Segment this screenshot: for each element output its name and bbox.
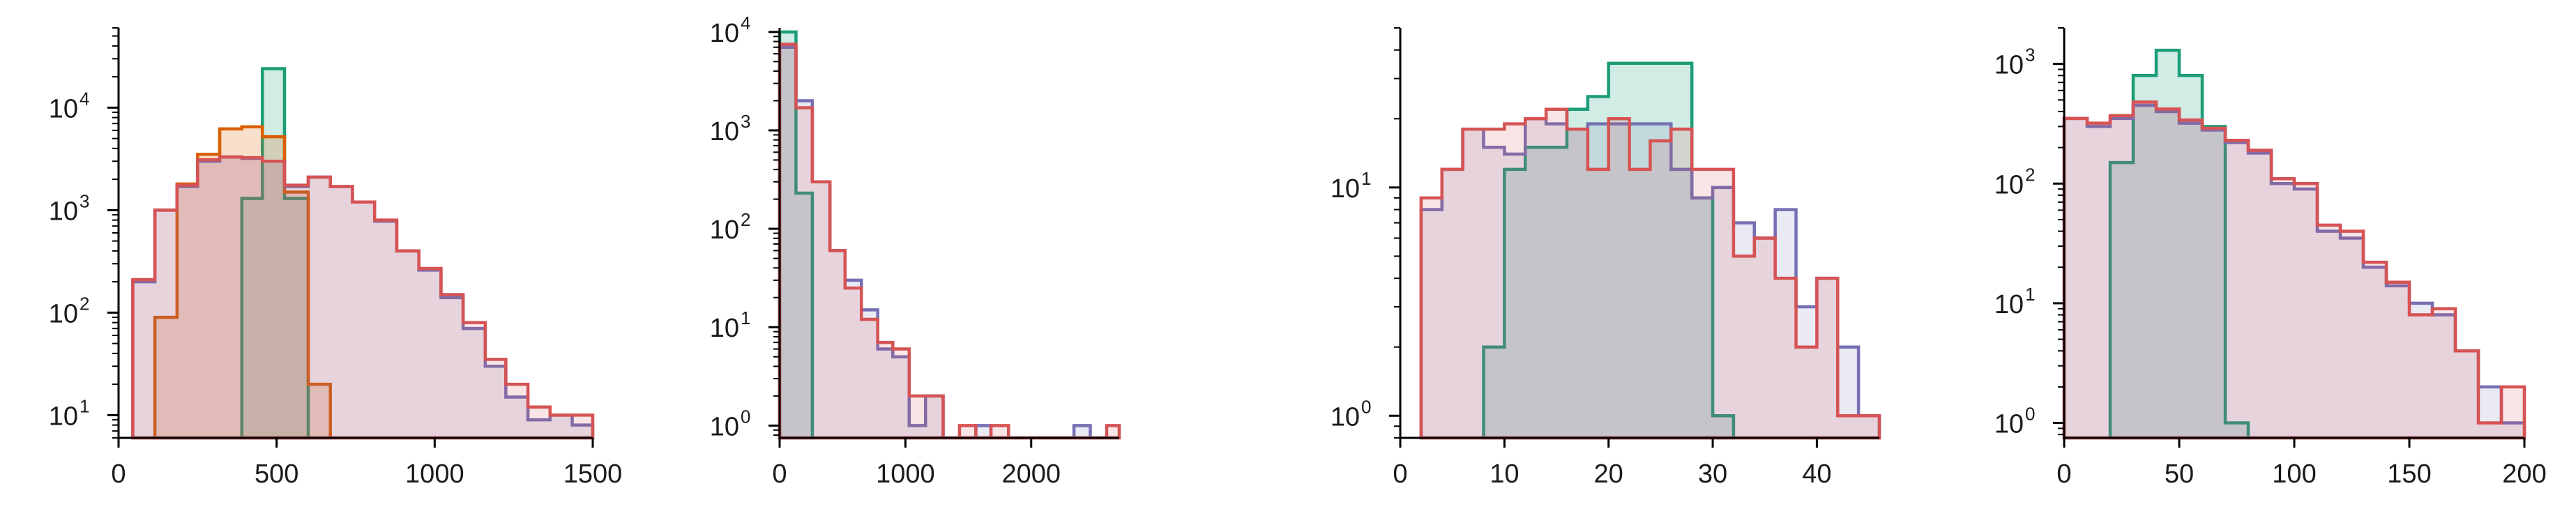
y-tick-exponent: 2: [79, 293, 89, 314]
x-tick-label: 40: [1802, 459, 1831, 489]
y-tick-exponent: 0: [1361, 396, 1371, 417]
y-tick-exponent: 2: [2025, 164, 2035, 185]
y-tick-exponent: 4: [741, 13, 750, 33]
y-tick-exponent: 1: [79, 395, 89, 416]
x-tick-label: 1500: [563, 459, 623, 489]
y-tick-exponent: 3: [741, 111, 750, 132]
series-red: [778, 43, 1121, 440]
y-tick-exponent: 1: [741, 307, 750, 328]
x-tick-label: 1000: [876, 459, 935, 489]
y-tick-label: 10: [1994, 170, 2024, 199]
y-tick-exponent: 1: [2025, 284, 2035, 305]
y-tick-exponent: 1: [1361, 168, 1371, 189]
y-tick-label: 10: [1994, 51, 2024, 80]
y-tick-label: 10: [49, 94, 78, 123]
x-tick-label: 150: [2387, 459, 2431, 489]
x-tick-label: 1000: [405, 459, 464, 489]
series-red: [2062, 100, 2526, 440]
x-tick-label: 0: [1393, 459, 1407, 489]
x-tick-label: 10: [1490, 459, 1519, 489]
y-tick-label: 10: [49, 197, 78, 226]
series-outline: [2062, 100, 2526, 440]
x-tick-label: 100: [2272, 459, 2316, 489]
y-tick-exponent: 0: [2025, 404, 2035, 425]
y-tick-label: 10: [1331, 174, 1360, 204]
series-outline: [778, 43, 1121, 440]
x-tick-label: 20: [1594, 459, 1623, 489]
y-tick-label: 10: [1994, 290, 2024, 319]
series-green: [2108, 48, 2250, 440]
y-tick-exponent: 0: [741, 406, 750, 427]
y-tick-exponent: 3: [79, 190, 89, 211]
y-tick-label: 10: [49, 299, 78, 328]
y-tick-label: 10: [710, 19, 739, 48]
y-tick-label: 10: [49, 402, 78, 431]
x-tick-label: 0: [772, 459, 787, 489]
x-tick-label: 0: [111, 459, 126, 489]
x-tick-label: 0: [2056, 459, 2071, 489]
y-tick-label: 10: [710, 412, 739, 441]
series-red: [1419, 107, 1881, 440]
series-outline: [131, 155, 595, 440]
y-tick-label: 10: [1994, 410, 2024, 439]
x-tick-label: 2000: [1001, 459, 1061, 489]
series-red: [131, 155, 595, 440]
x-tick-label: 500: [255, 459, 298, 489]
y-tick-label: 10: [710, 215, 739, 245]
y-tick-label: 10: [710, 314, 739, 343]
series-outline: [2108, 48, 2250, 440]
x-tick-label: 50: [2165, 459, 2194, 489]
y-tick-exponent: 3: [2025, 45, 2035, 66]
x-tick-label: 200: [2502, 459, 2546, 489]
y-tick-label: 10: [710, 117, 739, 146]
y-tick-exponent: 4: [79, 88, 89, 109]
x-tick-label: 30: [1698, 459, 1727, 489]
y-tick-exponent: 2: [741, 209, 750, 230]
series-outline: [1419, 107, 1881, 440]
y-tick-label: 10: [1331, 402, 1360, 432]
